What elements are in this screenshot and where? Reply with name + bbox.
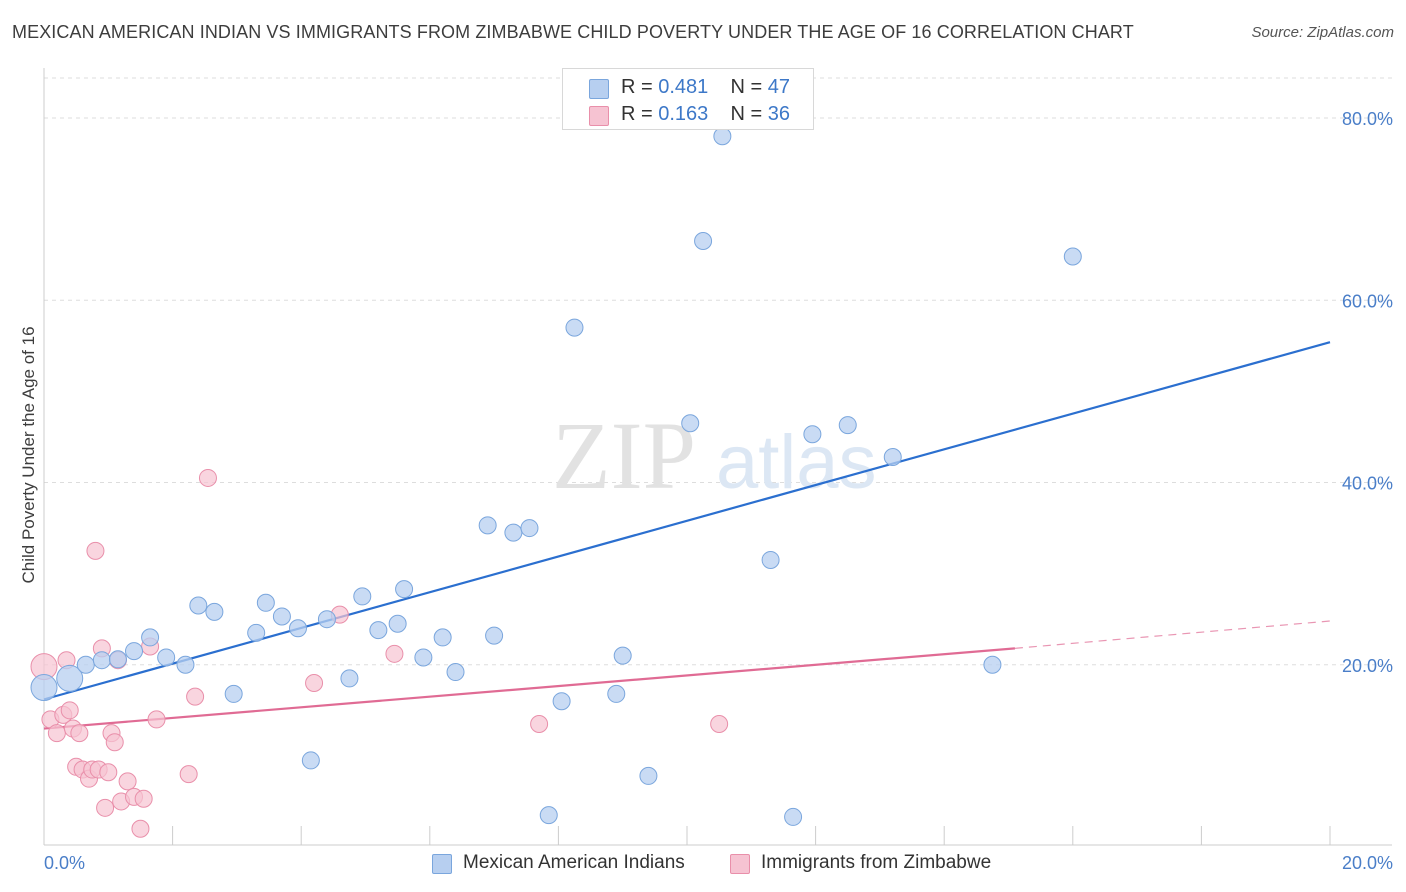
data-point-blue <box>30 674 58 702</box>
chart-title: MEXICAN AMERICAN INDIAN VS IMMIGRANTS FR… <box>12 22 1134 42</box>
data-point-blue <box>433 628 452 647</box>
data-point-blue <box>76 655 95 674</box>
data-point-blue <box>485 626 504 645</box>
data-point-blue <box>176 655 195 674</box>
data-point-blue <box>388 614 407 633</box>
legend-swatch-pink <box>730 854 750 874</box>
legend-n-label: N = <box>730 103 768 125</box>
data-point-blue <box>288 619 307 638</box>
data-point-blue <box>247 623 266 642</box>
x-tick-label: 20.0% <box>1342 853 1393 873</box>
series-legend: Mexican American Indians Immigrants from… <box>0 852 1406 878</box>
watermark-zip: ZIP <box>552 402 696 509</box>
data-point-pink <box>99 763 118 782</box>
data-point-pink <box>70 724 89 743</box>
data-point-blue <box>224 684 243 703</box>
data-point-pink <box>179 765 198 784</box>
legend-swatch-pink <box>589 106 609 126</box>
data-point-blue <box>838 416 857 435</box>
data-point-blue <box>256 593 275 612</box>
data-point-blue <box>395 580 414 599</box>
legend-n-value: 47 <box>767 76 791 98</box>
legend-label: Mexican American Indians <box>463 852 685 873</box>
legend-swatch-blue <box>589 79 609 99</box>
data-point-pink <box>86 541 105 560</box>
y-tick-label: 40.0% <box>1342 474 1393 494</box>
data-point-blue <box>446 663 465 682</box>
data-point-blue <box>205 602 224 621</box>
data-point-blue <box>520 519 539 538</box>
data-point-pink <box>134 789 153 808</box>
data-point-blue <box>504 523 523 542</box>
data-point-blue <box>353 587 372 606</box>
legend-r-label: R = <box>621 76 659 98</box>
data-point-blue <box>340 669 359 688</box>
data-point-blue <box>803 425 822 444</box>
data-point-pink <box>305 673 324 692</box>
data-point-pink <box>96 798 115 817</box>
data-point-blue <box>189 596 208 615</box>
data-point-pink <box>118 772 137 791</box>
data-point-pink <box>186 687 205 706</box>
data-point-blue <box>694 232 713 251</box>
data-point-blue <box>157 648 176 667</box>
data-point-pink <box>60 701 79 720</box>
data-point-pink <box>105 733 124 752</box>
data-point-blue <box>92 651 111 670</box>
watermark: ZIP atlas <box>552 402 877 509</box>
trend-line-mexican-american-indians <box>43 341 1331 701</box>
data-point-pink <box>131 819 150 838</box>
data-point-blue <box>478 516 497 535</box>
trend-lines <box>43 341 1331 730</box>
data-point-blue <box>272 607 291 626</box>
data-point-blue <box>613 646 632 665</box>
data-point-blue <box>317 610 336 629</box>
legend-n-label: N = <box>730 76 768 98</box>
y-tick-label: 20.0% <box>1342 656 1393 676</box>
correlation-legend: R = 0.481 N = 47 R = 0.163 N = 36 <box>562 68 814 130</box>
data-point-blue <box>369 621 388 640</box>
gridlines <box>44 77 1392 666</box>
data-point-blue <box>141 628 160 647</box>
legend-r-value: 0.163 <box>658 103 709 125</box>
data-point-blue <box>983 655 1002 674</box>
data-point-pink <box>198 468 217 487</box>
data-point-blue <box>552 692 571 711</box>
data-point-pink <box>147 710 166 729</box>
data-point-blue <box>713 127 732 146</box>
y-axis-label: Child Poverty Under the Age of 16 <box>19 326 38 583</box>
data-point-blue <box>639 766 658 785</box>
data-point-blue <box>539 806 558 825</box>
data-point-blue <box>883 447 902 466</box>
data-point-blue <box>301 751 320 770</box>
data-point-blue <box>761 550 780 569</box>
legend-r-value: 0.481 <box>658 76 709 98</box>
legend-n-value: 36 <box>767 103 791 125</box>
legend-label: Immigrants from Zimbabwe <box>761 852 992 873</box>
data-point-blue <box>681 414 700 433</box>
source-label: Source: ZipAtlas.com <box>1251 24 1394 41</box>
data-point-blue <box>607 684 626 703</box>
data-point-pink <box>47 724 66 743</box>
legend-r-label: R = <box>621 103 659 125</box>
tick-labels: 20.0% 40.0% 60.0% 80.0% 0.0% 20.0% <box>44 109 1393 873</box>
points-mexican-american-indians <box>30 127 1082 826</box>
trend-line-extension <box>1014 620 1331 649</box>
data-point-blue <box>565 318 584 337</box>
data-point-blue <box>1063 247 1082 266</box>
data-point-blue <box>414 648 433 667</box>
data-point-pink <box>710 714 729 733</box>
trend-line-immigrants-from-zimbabwe <box>43 647 1016 730</box>
data-point-blue <box>125 642 144 661</box>
data-point-blue <box>108 650 127 669</box>
legend-swatch-blue <box>432 854 452 874</box>
data-point-pink <box>530 714 549 733</box>
y-tick-label: 80.0% <box>1342 109 1393 129</box>
y-tick-label: 60.0% <box>1342 291 1393 311</box>
data-point-blue <box>56 664 84 692</box>
x-tick-label: 0.0% <box>44 853 85 873</box>
data-point-blue <box>784 807 803 826</box>
data-point-pink <box>385 644 404 663</box>
